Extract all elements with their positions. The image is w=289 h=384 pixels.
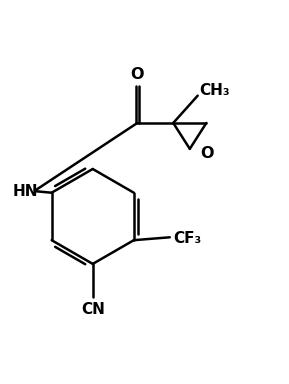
Text: CH₃: CH₃ xyxy=(199,83,230,98)
Text: CN: CN xyxy=(81,301,105,316)
Text: O: O xyxy=(131,67,144,82)
Text: CF₃: CF₃ xyxy=(173,231,201,246)
Text: HN: HN xyxy=(12,184,38,199)
Text: O: O xyxy=(200,146,214,161)
